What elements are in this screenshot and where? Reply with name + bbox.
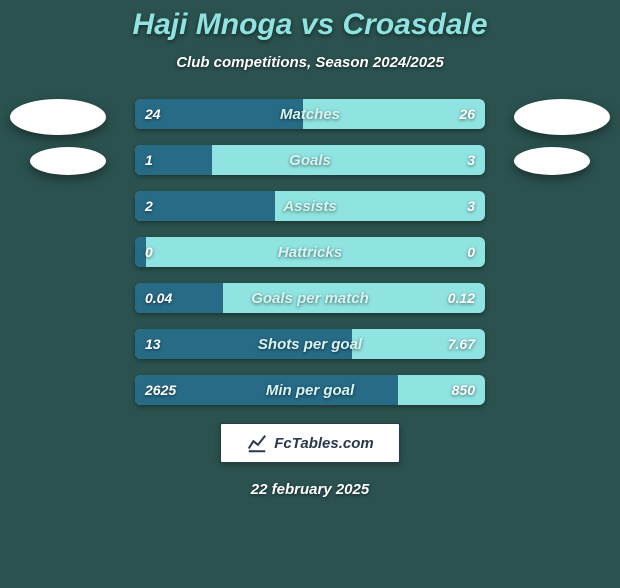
stat-bar-left <box>135 375 398 405</box>
stat-bar-left <box>135 191 275 221</box>
stat-bar-left <box>135 329 352 359</box>
stat-value-right: 26 <box>449 99 485 129</box>
stat-value-right: 7.67 <box>438 329 485 359</box>
stat-value-right: 850 <box>442 375 485 405</box>
player-right-disc-2 <box>514 147 590 175</box>
stat-bars: Matches2426 Goals13 Assists23 Hattricks00 Go… <box>135 99 485 405</box>
stat-row: Matches2426 <box>135 99 485 129</box>
comparison-chart: Matches2426 Goals13 Assists23 Hattricks00 Go… <box>0 99 620 405</box>
stat-bar-left <box>135 145 212 175</box>
stat-value-right: 3 <box>457 145 485 175</box>
stat-bar-left <box>135 99 303 129</box>
stat-row: Assists23 <box>135 191 485 221</box>
stat-value-right: 0 <box>457 237 485 267</box>
fctables-logo: FcTables.com <box>220 423 400 463</box>
logo-text: FcTables.com <box>274 435 373 452</box>
stat-row: Shots per goal137.67 <box>135 329 485 359</box>
stat-value-right: 0.12 <box>438 283 485 313</box>
snapshot-date: 22 february 2025 <box>0 481 620 498</box>
chart-icon <box>246 432 268 454</box>
season-subtitle: Club competitions, Season 2024/2025 <box>0 54 620 71</box>
stat-row: Min per goal2625850 <box>135 375 485 405</box>
page-title: Haji Mnoga vs Croasdale <box>0 8 620 42</box>
stat-row: Hattricks00 <box>135 237 485 267</box>
stat-label: Hattricks <box>135 237 485 267</box>
player-left-disc-2 <box>30 147 106 175</box>
stat-value-right: 3 <box>457 191 485 221</box>
stat-row: Goals per match0.040.12 <box>135 283 485 313</box>
stat-row: Goals13 <box>135 145 485 175</box>
player-left-disc-1 <box>10 99 106 135</box>
player-right-disc-1 <box>514 99 610 135</box>
stat-bar-left <box>135 283 223 313</box>
stat-bar-left <box>135 237 146 267</box>
